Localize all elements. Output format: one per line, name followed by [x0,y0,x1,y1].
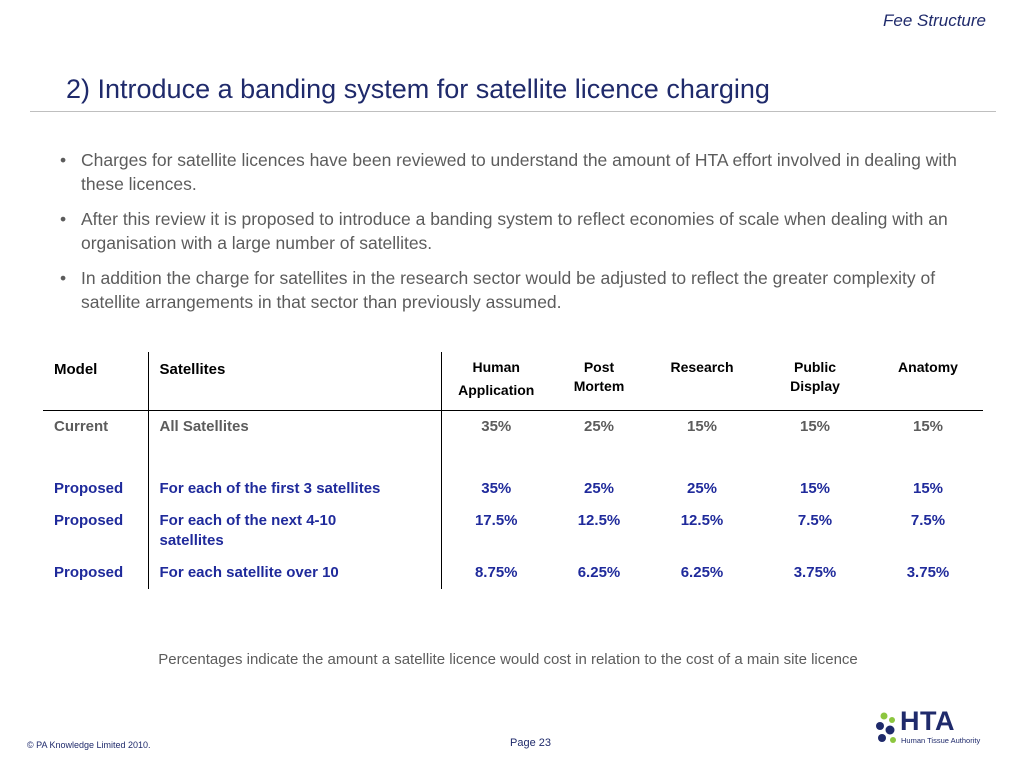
cell-satellites: For each of the next 4-10 satellites [148,505,442,557]
table-row: Current All Satellites 35% 25% 15% 15% 1… [43,410,983,473]
header-human-application-line1: Human [472,359,520,375]
table-row: Proposed For each of the first 3 satelli… [43,473,983,505]
header-human-application-line2: Application [458,382,535,398]
cell-post-mortem: 25% [583,480,615,497]
cell-anatomy: 15% [912,480,944,497]
header-human-application: Human Application [441,352,551,411]
cell-research: 25% [686,480,718,497]
cell-human-application: 8.75% [474,564,518,581]
cell-research: 15% [686,418,718,435]
hta-logo: HTA Human Tissue Authority [874,706,986,750]
cell-model: Proposed [43,505,149,557]
bullet-item: • Charges for satellite licences have bee… [60,148,960,196]
table-footnote: Percentages indicate the amount a satell… [158,651,858,668]
cell-human-application: 17.5% [474,512,518,529]
header-satellites: Satellites [148,352,442,411]
bullet-item: • In addition the charge for satellites i… [60,266,960,314]
title-divider [30,111,996,112]
cell-anatomy: 15% [912,418,944,435]
cell-public-display: 7.5% [797,512,833,529]
page-number: Page 23 [510,737,551,749]
cell-anatomy: 3.75% [906,564,950,581]
bullet-text: In addition the charge for satellites in… [81,268,936,312]
cell-post-mortem: 12.5% [577,512,621,529]
cell-human-application: 35% [481,480,512,497]
header-post-mortem-line1: Post [583,359,615,375]
header-public-display: Public Display [757,352,873,411]
table-header-row: Model Satellites Human Application Post Mo… [43,352,983,411]
header-anatomy: Anatomy [898,359,958,375]
cell-satellites: For each of the first 3 satellites [148,473,442,505]
bullet-text: Charges for satellite licences have been… [81,150,957,194]
cell-satellites: For each satellite over 10 [148,557,442,589]
cell-public-display: 3.75% [793,564,837,581]
bullet-item: • After this review it is proposed to int… [60,207,960,255]
logo-text: HTA [900,706,955,736]
header-model: Model [43,352,149,411]
cell-model: Current [43,410,149,473]
bullet-icon: • [60,268,67,288]
bullet-icon: • [60,150,67,170]
cell-research: 6.25% [680,564,724,581]
cell-public-display: 15% [799,480,831,497]
cell-post-mortem: 6.25% [577,564,621,581]
cell-research: 12.5% [680,512,724,529]
copyright-notice: © PA Knowledge Limited 2010. [27,740,151,750]
header-post-mortem-line2: Mortem [573,378,625,394]
cell-post-mortem: 25% [583,418,615,435]
bullet-text: After this review it is proposed to intr… [81,209,948,253]
section-label: Fee Structure [883,11,986,30]
table-row: Proposed For each of the next 4-10 satel… [43,505,983,557]
cell-model: Proposed [43,473,149,505]
bullet-icon: • [60,209,67,229]
header-public-display-line1: Public [793,359,836,375]
logo-subtitle: Human Tissue Authority [901,736,981,745]
fee-table: Model Satellites Human Application Post Mo… [43,352,983,589]
header-research: Research [670,359,734,375]
cell-public-display: 15% [799,418,831,435]
cell-model: Proposed [43,557,149,589]
header-post-mortem: Post Mortem [551,352,647,411]
cell-human-application: 35% [481,418,512,435]
bullet-list: • Charges for satellite licences have bee… [60,148,960,325]
cell-anatomy: 7.5% [910,512,946,529]
table-row: Proposed For each satellite over 10 8.75… [43,557,983,589]
molecule-icon [876,712,896,743]
cell-satellites: All Satellites [148,410,442,473]
header-public-display-line2: Display [790,378,840,394]
page-title: 2) Introduce a banding system for satell… [66,74,770,104]
